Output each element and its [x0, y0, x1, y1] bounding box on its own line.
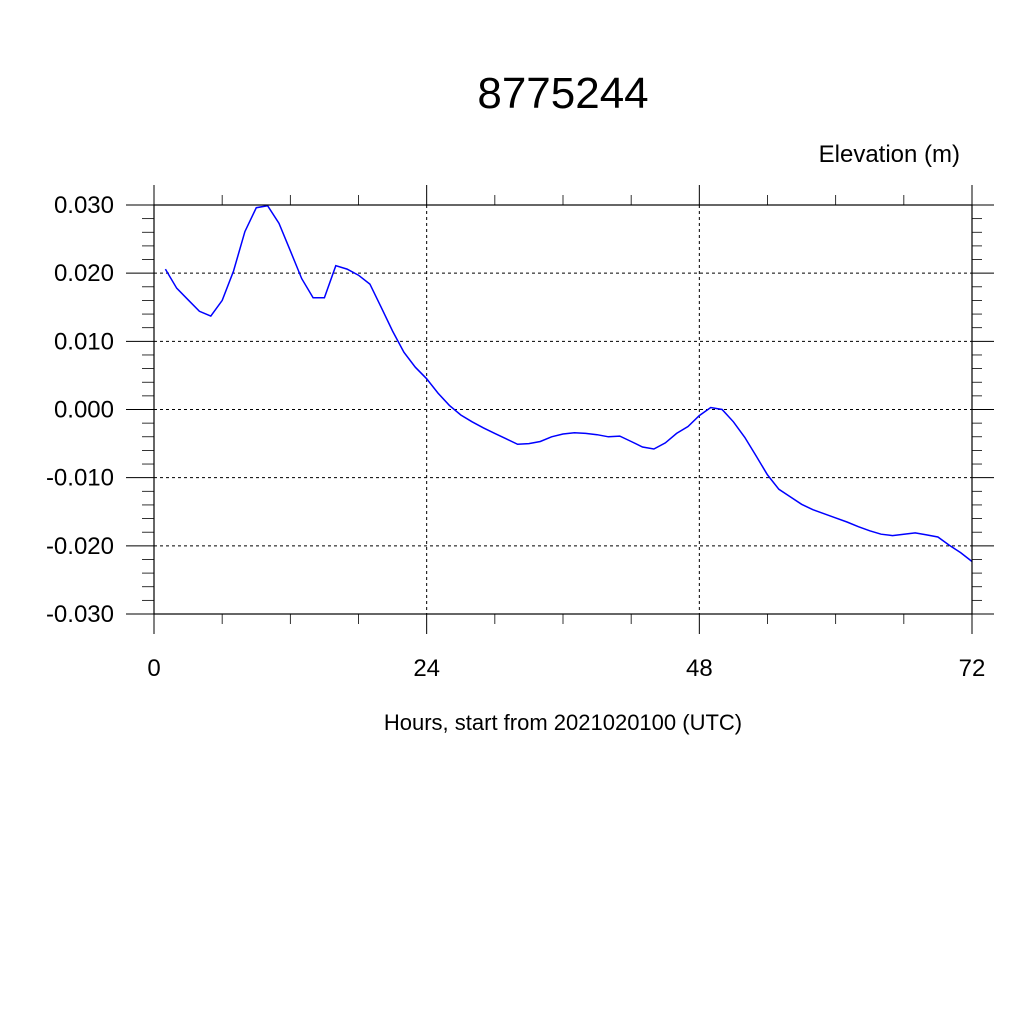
y-tick-label: -0.010 — [46, 465, 114, 492]
x-tick-label: 72 — [959, 655, 986, 682]
x-axis-label: Hours, start from 2021020100 (UTC) — [384, 710, 742, 735]
y-tick-label: 0.000 — [54, 397, 114, 424]
y-tick-label: -0.020 — [46, 533, 114, 560]
grid-lines — [153, 204, 973, 615]
x-tick-label: 48 — [686, 655, 713, 682]
y-tick-label: 0.010 — [54, 328, 114, 355]
axis-ticks — [126, 185, 994, 634]
plot-frame — [153, 204, 973, 615]
x-tick-label: 24 — [413, 655, 440, 682]
tick-labels: 0.030 0.020 0.010 0.000 -0.010 -0.020 -0.030 0 2… — [46, 192, 985, 682]
y-tick-label: 0.030 — [54, 192, 114, 219]
y-tick-label: -0.030 — [46, 601, 114, 628]
elevation-series-line — [164, 204, 973, 563]
y-tick-label: 0.020 — [54, 260, 114, 287]
y-axis-label: Elevation (m) — [819, 141, 960, 168]
chart-title: 8775244 — [477, 69, 648, 118]
series-layer — [164, 204, 973, 563]
x-tick-label: 0 — [147, 655, 160, 682]
